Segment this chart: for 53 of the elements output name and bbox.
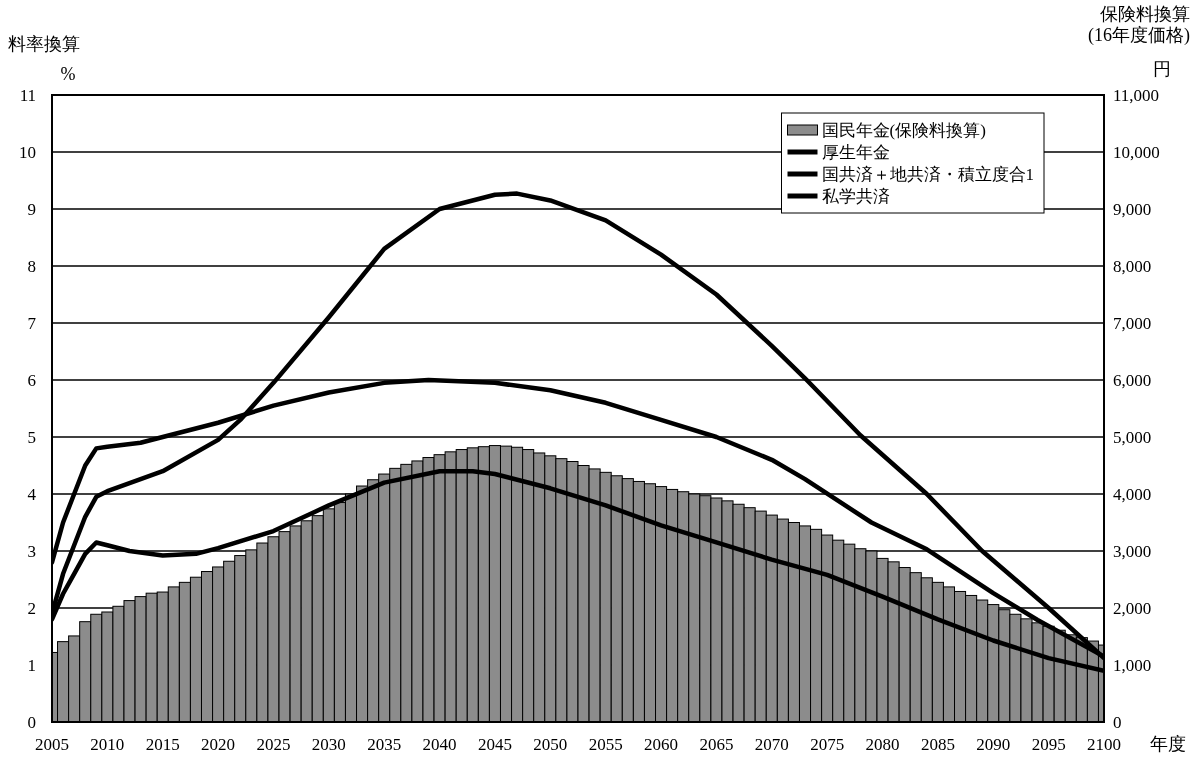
x-tick-label: 2035 <box>367 735 402 754</box>
legend-label: 国民年金(保険料換算) <box>821 121 986 140</box>
x-tick-label: 2075 <box>810 735 845 754</box>
y-tick-label: 10 <box>19 143 36 162</box>
y-tick-label: 3 <box>27 542 36 561</box>
x-tick-label: 2080 <box>865 735 900 754</box>
x-tick-label: 2025 <box>256 735 291 754</box>
y-tick-label: 0 <box>27 713 36 732</box>
x-tick-label: 2055 <box>588 735 623 754</box>
x-tick-label: 2020 <box>201 735 236 754</box>
y2-axis-title: 保険料換算(16年度価格) <box>1088 4 1190 46</box>
y2-tick-label: 7,000 <box>1113 314 1152 333</box>
y-tick-label: 8 <box>27 257 36 276</box>
x-tick-label: 2100 <box>1087 735 1121 754</box>
x-tick-label: 2030 <box>311 735 346 754</box>
y2-tick-label: 0 <box>1113 713 1122 732</box>
x-tick-label: 2045 <box>477 735 512 754</box>
x-tick-label: 2040 <box>422 735 457 754</box>
x-tick-label: 2090 <box>976 735 1011 754</box>
x-tick-label: 2005 <box>35 735 69 754</box>
x-tick-label: 2050 <box>533 735 568 754</box>
y2-tick-label: 5,000 <box>1113 428 1152 447</box>
x-tick-label: 2065 <box>699 735 734 754</box>
y-axis-title: 料率換算 <box>8 34 80 54</box>
y-tick-label: 7 <box>27 314 37 333</box>
y-tick-label: 9 <box>27 200 36 219</box>
x-tick-label: 2010 <box>90 735 125 754</box>
legend-label: 私学共済 <box>821 187 890 206</box>
legend-label: 国共済＋地共済・積立度合1 <box>821 165 1034 184</box>
y2-tick-label: 10,000 <box>1113 143 1160 162</box>
y-tick-label: 11 <box>19 86 36 105</box>
y-tick-label: 6 <box>27 371 36 390</box>
x-tick-label: 2095 <box>1031 735 1066 754</box>
x-tick-label: 2015 <box>145 735 180 754</box>
text: % <box>60 64 76 84</box>
y-tick-label: 1 <box>27 656 36 675</box>
y2-tick-label: 3,000 <box>1113 542 1152 561</box>
y-tick-label: 2 <box>27 599 36 618</box>
y2-tick-label: 6,000 <box>1113 371 1152 390</box>
y2-tick-label: 11,000 <box>1113 86 1160 105</box>
legend-label: 厚生年金 <box>821 143 890 162</box>
x-tick-label: 2060 <box>644 735 679 754</box>
y-tick-label: 4 <box>27 485 37 504</box>
text: 円 <box>1153 59 1171 79</box>
y2-tick-label: 1,000 <box>1113 656 1152 675</box>
x-tick-label: 2085 <box>920 735 955 754</box>
x-axis-title: 年度 <box>1150 734 1186 754</box>
y-tick-label: 5 <box>27 428 36 447</box>
y2-tick-label: 4,000 <box>1113 485 1152 504</box>
y2-tick-label: 2,000 <box>1113 599 1152 618</box>
y2-tick-label: 9,000 <box>1113 200 1152 219</box>
x-tick-label: 2070 <box>754 735 789 754</box>
y2-tick-label: 8,000 <box>1113 257 1152 276</box>
